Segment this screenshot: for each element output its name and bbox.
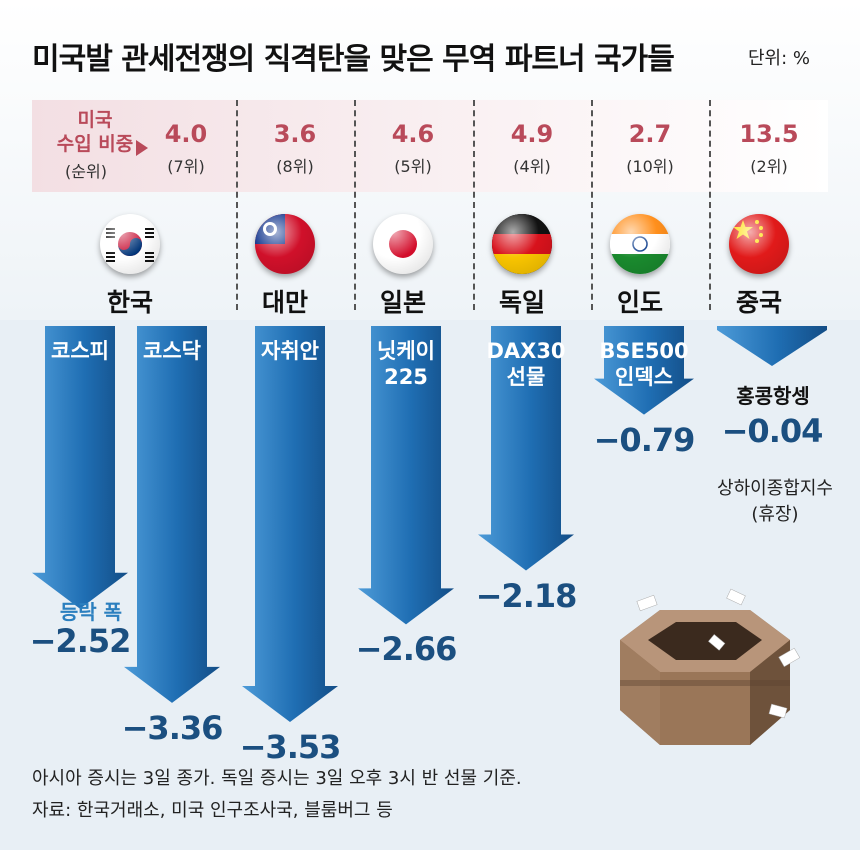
pointer-triangle-icon xyxy=(136,140,148,156)
broken-pot-illustration xyxy=(620,588,801,745)
bar-arrow-0 xyxy=(32,326,128,609)
index-label-line: 코스닥 xyxy=(143,339,201,363)
value-label-5: −0.79 xyxy=(593,420,696,459)
index-label-line: DAX30 xyxy=(486,339,566,363)
bar-arrow-2 xyxy=(242,326,338,722)
bar-arrow-1 xyxy=(124,326,220,703)
bar-arrow-6 xyxy=(717,326,827,366)
rank-label: (순위) xyxy=(65,162,107,181)
taiwan-flag-icon xyxy=(255,214,315,274)
share-value-germany: 4.9 xyxy=(510,120,554,148)
value-label-1: −3.36 xyxy=(121,708,224,747)
country-name-china: 중국 xyxy=(735,288,782,317)
bar-arrow-5 xyxy=(594,326,694,415)
footnote-1: 아시아 증시는 3일 종가. 독일 증시는 3일 오후 3시 반 선물 기준. xyxy=(32,768,522,789)
shanghai-note: 상하이종합지수 (휴장) xyxy=(700,476,850,528)
rank-india: (10위) xyxy=(626,157,674,176)
shanghai-note-line2: (휴장) xyxy=(751,504,799,525)
rank-taiwan: (8위) xyxy=(276,157,314,176)
share-value-japan: 4.6 xyxy=(391,120,435,148)
import-share-band xyxy=(32,100,828,192)
import-share-label-line2: 수입 비중 xyxy=(56,133,134,155)
column-divider xyxy=(473,100,475,310)
index-label-line: 인덱스 xyxy=(615,365,673,389)
share-value-korea: 4.0 xyxy=(164,120,208,148)
column-divider xyxy=(236,100,238,310)
rank-germany: (4위) xyxy=(513,157,551,176)
share-value-india: 2.7 xyxy=(628,120,672,148)
index-label-line: BSE500 xyxy=(599,339,689,363)
index-label-5: BSE500 인덱스 xyxy=(584,338,704,390)
index-label-line: 선물 xyxy=(506,365,546,389)
country-name-germany: 독일 xyxy=(498,288,545,317)
fluctuation-label: 등락 폭 xyxy=(59,600,123,624)
rank-china: (2위) xyxy=(750,157,788,176)
japan-flag-icon xyxy=(373,214,433,274)
import-share-label: 미국 수입 비중 xyxy=(40,108,150,156)
index-label-1: 코스닥 xyxy=(112,338,232,364)
import-share-label-line1: 미국 xyxy=(77,109,113,131)
column-divider xyxy=(709,100,711,310)
index-label-0: 코스피 xyxy=(20,338,140,364)
column-divider xyxy=(591,100,593,310)
value-label-4: −2.18 xyxy=(475,576,578,615)
value-label-6: −0.04 xyxy=(721,412,824,450)
index-label-line: 코스피 xyxy=(51,339,109,363)
index-label-3: 닛케이 225 xyxy=(346,338,466,390)
unit-label: 단위: % xyxy=(748,48,811,69)
country-name-taiwan: 대만 xyxy=(261,288,308,317)
index-label-2: 자취안 xyxy=(230,338,350,364)
index-label-4: DAX30 선물 xyxy=(466,338,586,390)
bar-arrow-4 xyxy=(478,326,574,571)
value-label-0: −2.52 xyxy=(29,622,132,660)
rank-japan: (5위) xyxy=(394,157,432,176)
india-flag-icon xyxy=(610,214,670,274)
share-value-taiwan: 3.6 xyxy=(273,120,317,148)
index-label-line: 225 xyxy=(384,365,428,389)
country-name-japan: 일본 xyxy=(379,288,426,317)
footnote-2: 자료: 한국거래소, 미국 인구조사국, 블룸버그 등 xyxy=(32,800,393,821)
rank-korea: (7위) xyxy=(167,157,205,176)
share-value-china: 13.5 xyxy=(739,120,799,148)
shanghai-note-line1: 상하이종합지수 xyxy=(717,478,833,499)
index-label-line: 닛케이 xyxy=(377,339,435,363)
value-label-2: −3.53 xyxy=(239,728,342,766)
germany-flag-icon xyxy=(492,214,552,274)
chart-title: 미국발 관세전쟁의 직격탄을 맞은 무역 파트너 국가들 xyxy=(32,42,675,77)
column-divider xyxy=(354,100,356,310)
korea-flag-icon xyxy=(100,214,160,274)
index-label-line: 자취안 xyxy=(261,339,319,363)
value-label-3: −2.66 xyxy=(355,630,458,669)
bar-arrow-3 xyxy=(358,326,454,625)
china-flag-icon xyxy=(729,214,789,274)
hang-seng-label: 홍콩항셍 xyxy=(736,384,810,408)
country-name-korea: 한국 xyxy=(106,288,153,317)
country-name-india: 인도 xyxy=(616,288,663,317)
